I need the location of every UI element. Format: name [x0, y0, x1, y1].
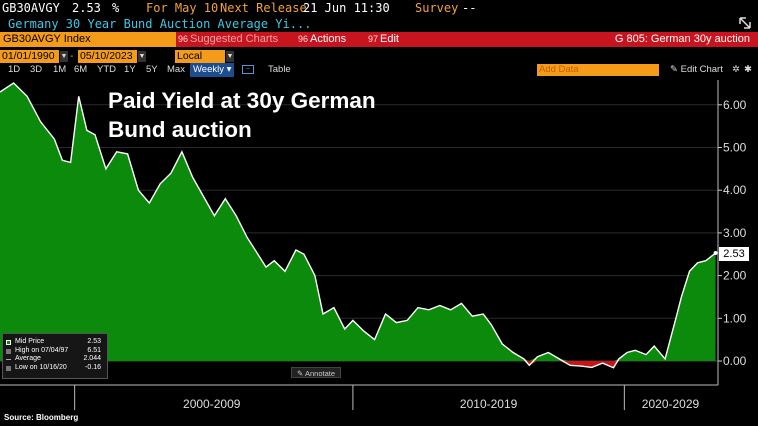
range-1d[interactable]: 1D: [8, 64, 21, 75]
actions-button[interactable]: 96 Actions: [298, 32, 346, 47]
date-dash: -: [70, 50, 74, 62]
range-1m[interactable]: 1M: [53, 64, 67, 75]
legend-swatch: [6, 359, 11, 361]
suggested-charts-button[interactable]: 96 Suggested Charts: [178, 32, 278, 47]
range-3d[interactable]: 3D: [30, 64, 43, 75]
legend-label: Low on 10/16/20: [15, 363, 67, 371]
security-description: Germany 30 Year Bund Auction Average Yi.…: [8, 17, 312, 31]
edit-chart-button[interactable]: ✎ Edit Chart: [670, 64, 723, 75]
ticker-symbol[interactable]: GB30AVGY: [2, 1, 60, 15]
gear-icon[interactable]: ✱: [744, 64, 752, 75]
range-ytd[interactable]: YTD: [97, 64, 116, 75]
actions-num: 96: [298, 34, 309, 44]
last-price: 2.53: [72, 1, 101, 15]
annotate-button[interactable]: ✎ Annotate: [291, 367, 341, 378]
last-point-marker: [713, 250, 718, 255]
source-note: Source: Bloomberg: [4, 413, 79, 422]
legend-swatch: [6, 348, 11, 354]
x-group-label: 2020-2029: [642, 397, 700, 411]
y-tick-label: 1.00: [723, 311, 747, 325]
legend-row-average: Average 2.044: [6, 355, 104, 364]
legend-row-mid: Mid Price 2.53: [6, 338, 104, 347]
y-tick-label: 6.00: [723, 98, 747, 112]
positive-area: [0, 83, 716, 361]
edit-chart-label: Edit Chart: [680, 64, 723, 75]
x-axis: 2000-2009 2010-2019 2020-2029: [0, 384, 718, 411]
legend-row-low: Low on 10/16/20 -0.16: [6, 364, 104, 373]
legend-value: -0.16: [85, 363, 101, 371]
edit-button[interactable]: 97 Edit: [368, 32, 399, 47]
range-row: 1D 3D 1M 6M YTD 1Y 5Y Max Weekly ▾ ~ Tab…: [0, 63, 758, 77]
legend-swatch: [6, 340, 11, 345]
start-date-input[interactable]: 01/01/1990: [0, 50, 59, 63]
range-5y[interactable]: 5Y: [146, 64, 158, 75]
legend-label: High on 07/04/97: [15, 346, 69, 354]
date-range-row: 01/01/1990 ▼ - 05/10/2023 ▼ Local CCY ▼: [0, 49, 758, 75]
legend-value: 2.53: [87, 338, 101, 345]
edit-label: Edit: [380, 33, 399, 45]
y-tick-label: 2.00: [723, 269, 747, 283]
suggested-label: Suggested Charts: [190, 33, 279, 45]
settings-icon[interactable]: ✲: [732, 64, 740, 75]
next-release-label: Next Release: [220, 1, 307, 15]
legend-swatch: [6, 365, 11, 371]
currency-select[interactable]: Local CCY: [175, 50, 225, 75]
legend-value: 2.044: [83, 355, 101, 363]
y-tick-label: 4.00: [723, 183, 747, 197]
chart-area-group: [0, 82, 718, 369]
range-1y[interactable]: 1Y: [124, 64, 136, 75]
table-button[interactable]: Table: [268, 64, 291, 75]
annotate-label: Annotate: [304, 369, 335, 378]
percent-symbol: %: [112, 1, 120, 15]
edit-num: 97: [368, 34, 379, 44]
end-date-dropdown-icon[interactable]: ▼: [138, 51, 146, 62]
suggested-num: 96: [178, 34, 189, 44]
security-description-row: Germany 30 Year Bund Auction Average Yi.…: [0, 16, 758, 32]
period-label: Weekly: [193, 64, 224, 75]
overlay-line-1: Paid Yield at 30y German: [108, 88, 376, 113]
line-chart-icon[interactable]: ~: [242, 65, 254, 74]
chart-legend: Mid Price 2.53 High on 07/04/97 6.51 Avera…: [2, 333, 108, 379]
end-date-input[interactable]: 05/10/2023: [78, 50, 137, 63]
range-6m[interactable]: 6M: [74, 64, 88, 75]
x-group-label: 2010-2019: [460, 397, 518, 411]
security-header: GB30AVGY 2.53 % For May 10 Next Release …: [0, 0, 758, 17]
y-tick-label: 3.00: [723, 226, 747, 240]
add-data-input[interactable]: Add Data: [537, 64, 659, 76]
legend-value: 6.51: [87, 346, 101, 354]
legend-row-high: High on 07/04/97 6.51: [6, 347, 104, 356]
chart-overlay-title: Paid Yield at 30y German Bund auction: [108, 86, 376, 144]
currency-dropdown-icon[interactable]: ▼: [226, 51, 234, 62]
security-field[interactable]: GB30AVGY Index: [0, 32, 176, 47]
legend-label: Mid Price: [15, 338, 45, 345]
expand-icon[interactable]: [738, 16, 752, 35]
command-bar: GB30AVGY Index 96 Suggested Charts 96 Acti…: [0, 32, 758, 47]
series-line: [0, 82, 717, 369]
overlay-line-2: Bund auction: [108, 117, 252, 142]
y-axis: 6.00 5.00 4.00 3.00 2.00 1.00 0.00: [717, 80, 747, 385]
last-value-label: 2.53: [719, 247, 749, 261]
graph-title: G 805: German 30y auction: [614, 33, 750, 45]
y-tick-label: 5.00: [723, 141, 747, 155]
x-group-label: 2000-2009: [183, 397, 241, 411]
start-date-dropdown-icon[interactable]: ▼: [60, 51, 68, 62]
survey-value: --: [462, 1, 477, 15]
range-max[interactable]: Max: [167, 64, 185, 75]
actions-label: Actions: [310, 33, 347, 45]
yield-chart: 6.005.004.003.002.001.000.00 2000-2009 20…: [0, 80, 747, 411]
survey-label: Survey: [415, 1, 459, 15]
y-tick-label: 0.00: [723, 354, 747, 368]
period-select[interactable]: Weekly ▾: [190, 63, 235, 77]
legend-label: Average: [15, 355, 41, 363]
negative-area: [0, 361, 716, 368]
next-release-value: 21 Jun 11:30: [303, 1, 390, 15]
for-date: For May 10: [146, 1, 219, 15]
